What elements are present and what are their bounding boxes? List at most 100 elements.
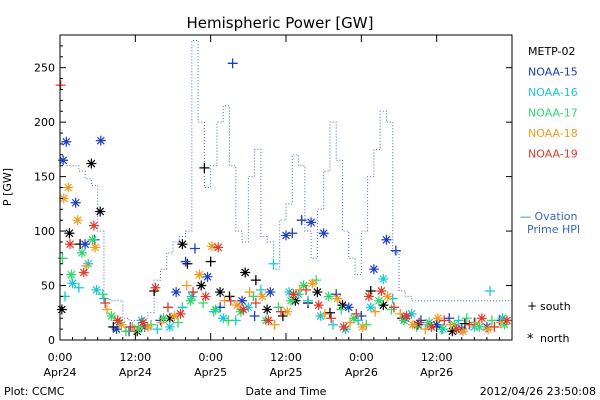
x-tick-time-label: 0:00 [349,351,374,364]
data-point-south [73,282,84,293]
data-point-north [315,311,326,322]
data-point-north [243,302,254,313]
data-point-north [72,215,83,226]
data-point-north [87,234,98,245]
data-point-south [97,289,108,300]
data-point-south [180,256,191,267]
data-point-north [232,300,243,311]
data-point-south [326,313,337,324]
data-point-north [257,291,268,302]
y-tick-label: 250 [34,62,55,75]
y-axis: 0 50 100 150 200 250 [34,45,512,347]
x-tick-time-label: 12:00 [119,351,151,364]
data-point-north [378,274,389,284]
y-axis-label: P [GW] [1,168,14,206]
data-point-north [238,304,249,315]
y-tick-label: 50 [41,280,55,293]
data-point-north [169,311,180,322]
data-point-south [353,315,364,326]
data-point-south [125,321,136,332]
legend-ovation-label: — Ovation [520,210,578,223]
data-point-north [483,324,494,335]
data-point-north [365,302,376,313]
data-point-north [200,291,211,302]
data-point-north [218,313,229,324]
x-axis-label: Date and Time [246,385,327,398]
data-point-south [302,295,313,306]
data-point-north [78,267,89,278]
data-point-north [58,155,69,166]
data-point-north [112,315,123,326]
data-point-south [223,315,234,326]
data-point-north [376,285,387,296]
data-point-north [237,295,248,306]
data-point-south [120,326,131,337]
data-point-north [481,321,492,332]
data-point-north [262,304,273,315]
y-tick-label: 0 [48,334,55,347]
data-point-north [378,300,389,311]
data-point-north [332,293,343,304]
data-point-north [307,278,318,289]
data-point-north [64,228,75,239]
data-point-north [263,315,274,326]
data-point-south [275,306,286,317]
data-point-north [175,308,186,319]
data-point-north [215,287,226,298]
legend-label-noaa-17: NOAA-17 [528,107,578,120]
legend-label-metp-02: METP-02 [528,45,576,58]
data-point-south [181,280,192,291]
data-point-north [337,300,348,311]
data-point-south [461,313,472,324]
series-noaa-19 [55,80,512,335]
data-point-south [55,80,66,91]
data-point-north [63,182,74,193]
data-point-south [152,324,163,335]
data-point-south [301,284,312,295]
data-point-south [486,315,497,326]
data-point-north [91,284,102,295]
data-point-north [313,300,324,311]
data-point-south [225,295,236,306]
data-point-south [250,275,261,286]
data-point-north [150,282,161,293]
data-point-north [194,269,205,280]
data-point-south [370,306,381,317]
x-tick-date-label: Apr26 [345,366,378,379]
data-point-south [255,284,266,295]
data-point-north [213,242,224,253]
data-point-north [368,264,379,275]
y-tick-label: 200 [34,116,55,129]
data-point-north [106,311,117,322]
y-tick-label: 150 [34,171,55,184]
data-point-north [432,313,443,324]
data-point-north [86,158,97,169]
data-point-south [414,317,425,328]
data-point-north [348,313,359,324]
plot-timestamp: 2012/04/26 23:50:08 [480,385,596,398]
data-point-north [469,321,480,332]
data-point-north [240,267,251,278]
data-point-south [227,58,238,69]
data-point-north [382,291,393,302]
ovation-hpi-layer [60,39,512,321]
data-point-north [497,313,508,324]
data-point-south [100,297,111,308]
data-point-south [244,287,255,298]
data-point-north [164,313,175,324]
legend: METP-02 NOAA-15 NOAA-16 NOAA-17 NOAA-18 NOAA-… [520,45,580,347]
data-point-north [363,291,374,302]
data-point-south [388,302,399,313]
data-point-north [177,239,188,250]
data-point-south [156,317,167,328]
data-point-north [373,295,384,306]
data-point-north [111,324,122,335]
data-point-north [61,136,72,147]
data-point-north [95,206,106,217]
data-point-south [459,318,470,329]
data-point-north [281,230,291,241]
data-point-north [476,313,487,324]
data-point-south [188,287,199,298]
data-point-south [489,321,500,332]
data-point-north [95,135,106,146]
